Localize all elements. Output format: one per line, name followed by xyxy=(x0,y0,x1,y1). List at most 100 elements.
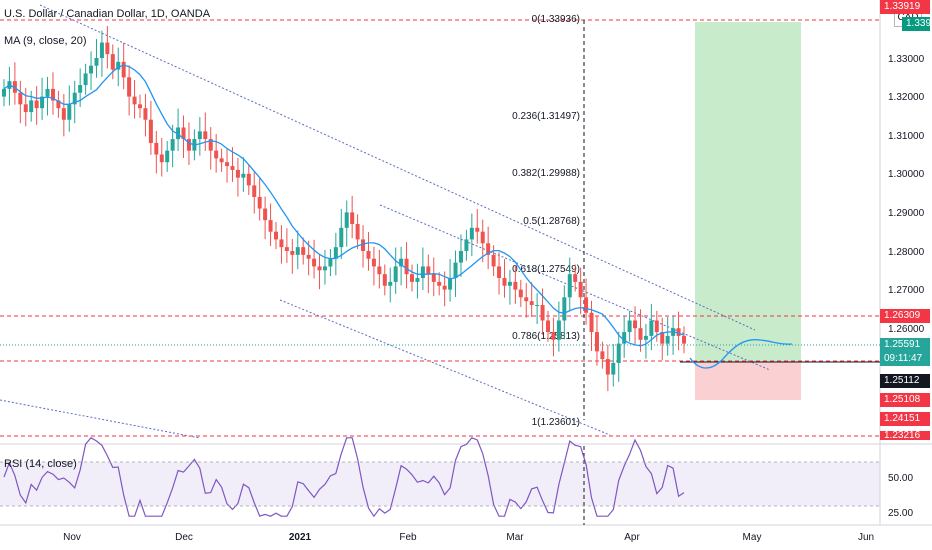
candle-body xyxy=(355,223,360,240)
time-tick-label: Nov xyxy=(63,532,81,543)
candle-body xyxy=(105,42,110,55)
candle-body xyxy=(127,77,132,97)
candle-body xyxy=(507,281,512,286)
ma-line[interactable] xyxy=(3,64,685,347)
candle-body xyxy=(116,61,121,70)
candle-body xyxy=(627,320,632,333)
candle-body xyxy=(377,266,382,275)
candle-body xyxy=(34,100,39,109)
candle-body xyxy=(426,266,431,275)
candle-body xyxy=(475,227,480,232)
candle-body xyxy=(513,281,518,290)
time-tick-label: 2021 xyxy=(289,532,312,543)
candle-body xyxy=(551,332,556,340)
ma-legend[interactable]: MA (9, close, 20) xyxy=(4,35,87,47)
fib-level-label: 0.382(1.29988) xyxy=(512,168,580,179)
badge-last-price: 1.25591 xyxy=(880,338,930,352)
candle-body xyxy=(312,258,317,267)
candle-body xyxy=(643,335,648,340)
time-tick-label: Feb xyxy=(399,532,417,543)
candle-body xyxy=(420,266,425,279)
candle-body xyxy=(306,254,311,259)
badge-countdown: 09:11:47 xyxy=(880,352,930,366)
candle-body xyxy=(333,247,338,259)
candle-body xyxy=(197,131,202,140)
channel-lower-line[interactable] xyxy=(279,299,611,436)
candle-body xyxy=(170,139,175,151)
candle-body xyxy=(633,320,638,329)
candle-body xyxy=(361,239,366,251)
candle-body xyxy=(578,281,583,298)
candle-body xyxy=(230,166,235,170)
candle-body xyxy=(410,274,414,282)
candle-body xyxy=(154,142,159,155)
candle-body xyxy=(371,258,376,267)
candle-body xyxy=(40,96,45,109)
candle-body xyxy=(89,65,94,74)
time-axis[interactable]: Nov Dec 2021 Feb Mar Apr May Jun xyxy=(63,532,874,543)
candle-body xyxy=(611,362,616,375)
fib-level-label: 0.786(1.25813) xyxy=(512,331,580,342)
candle-body xyxy=(23,104,28,113)
candle-body xyxy=(2,88,6,97)
candle-body xyxy=(605,359,610,375)
badge-support: 1.25108 xyxy=(880,393,930,407)
fib-level-label: 0.5(1.28768) xyxy=(523,216,580,227)
candle-body xyxy=(138,104,142,109)
candle-body xyxy=(556,320,561,340)
candle-body xyxy=(453,262,458,279)
candle-body xyxy=(584,297,589,313)
candle-body xyxy=(263,208,268,221)
candle-body xyxy=(186,139,191,151)
candle-body xyxy=(295,247,300,255)
candle-body xyxy=(546,320,550,333)
channel-bottom-line[interactable] xyxy=(0,399,201,439)
candle-body xyxy=(388,281,393,286)
candle-body xyxy=(562,297,567,321)
candle-body xyxy=(56,100,61,109)
fib-level-label: 0.236(1.31497) xyxy=(512,111,580,122)
candle-body xyxy=(399,258,404,267)
badge-bottom: 1.23216 xyxy=(880,431,930,440)
time-tick-label: Mar xyxy=(506,532,524,543)
candle-body xyxy=(682,335,686,344)
candle-body xyxy=(431,274,436,282)
symbol-title[interactable]: U.S. Dollar / Canadian Dollar, 1D, OANDA xyxy=(4,8,211,20)
candle-body xyxy=(83,73,88,86)
candle-body xyxy=(540,305,545,321)
candle-body xyxy=(317,266,322,271)
candle-body xyxy=(78,85,83,93)
channel-upper-line[interactable] xyxy=(39,4,756,331)
candle-body xyxy=(649,320,654,336)
stop-zone[interactable] xyxy=(695,362,801,400)
candle-body xyxy=(121,61,126,78)
rsi-legend[interactable]: RSI (14, close) xyxy=(4,458,77,470)
candle-body xyxy=(660,332,665,344)
candle-body xyxy=(535,305,540,307)
badge-resistance: 1.26309 xyxy=(880,309,930,323)
candle-body xyxy=(567,274,572,298)
rsi-line[interactable] xyxy=(3,437,685,518)
candle-body xyxy=(480,231,485,244)
candle-body xyxy=(50,88,55,101)
candle-body xyxy=(350,212,355,224)
candle-body xyxy=(469,227,474,240)
candle-body xyxy=(393,266,398,282)
candle-body xyxy=(600,351,605,360)
candle-body xyxy=(203,131,208,140)
candle-body xyxy=(502,278,507,286)
channel-mid-line[interactable] xyxy=(379,204,771,371)
rsi-tick-label: 25.00 xyxy=(888,508,913,519)
target-zone[interactable] xyxy=(695,22,801,362)
projection-line[interactable] xyxy=(689,339,793,369)
price-axis[interactable]: 1.33000 1.32000 1.31000 1.30000 1.29000 1.280… xyxy=(888,54,925,519)
candle-body xyxy=(366,251,371,259)
candle-body xyxy=(246,173,251,186)
candle-body xyxy=(665,335,670,344)
candle-body xyxy=(437,281,442,286)
candle-body xyxy=(94,58,99,66)
price-tick-label: 1.29000 xyxy=(888,208,925,219)
fib-level-label: 1(1.23601) xyxy=(532,417,580,428)
candle-body xyxy=(110,54,115,70)
